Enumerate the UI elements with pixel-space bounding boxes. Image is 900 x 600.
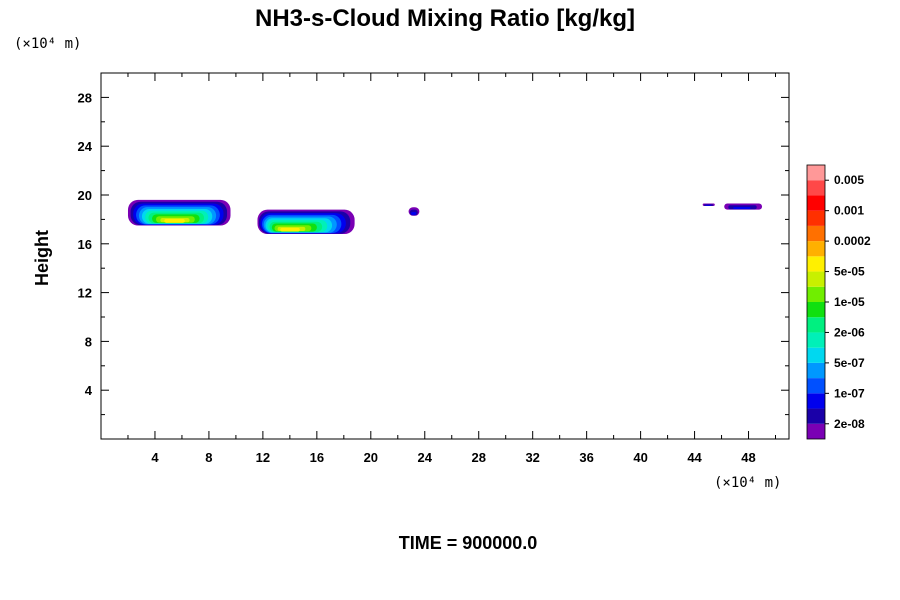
chart-title: NH3-s-Cloud Mixing Ratio [kg/kg] [255,5,635,32]
colorbar-swatch [807,332,825,348]
colorbar-label: 0.005 [834,173,864,187]
colorbar-label: 1e-05 [834,295,865,309]
y-tick-label: 28 [78,90,92,105]
time-label: TIME = 900000.0 [399,533,538,553]
colorbar-swatch [807,210,825,226]
y-axis: 4 8 12 16 20 24 28 [78,90,789,416]
colorbar-label: 1e-07 [834,386,865,400]
x-axis: 4 8 12 16 20 24 28 32 36 40 44 48 [127,73,777,465]
contour-band [164,218,185,223]
contour-band [705,204,712,206]
cloud-region [257,209,355,235]
cloud-region [702,203,715,206]
x-tick-label: 20 [364,450,378,465]
x-tick-label: 28 [471,450,485,465]
x-tick-label: 40 [633,450,647,465]
cloud-region [724,203,763,210]
contour-band [280,227,300,232]
colorbar-label: 5e-07 [834,356,865,370]
colorbar-label: 2e-06 [834,325,865,339]
colorbar-swatch [807,271,825,287]
cloud-region [408,207,420,216]
x-tick-label: 36 [579,450,593,465]
colorbar-swatch [807,362,825,379]
colorbar-swatch [807,302,825,318]
x-tick-label: 8 [205,450,212,465]
x-unit-label: (×10⁴ m) [714,475,781,491]
plot-frame [100,72,790,440]
x-tick-label: 32 [525,450,539,465]
colorbar-swatch [807,393,825,409]
contour-band [411,212,417,215]
y-tick-label: 8 [85,334,92,349]
colorbar-swatch [807,347,825,363]
plot-area [127,199,763,235]
colorbar-swatch [807,195,825,211]
x-tick-label: 12 [256,450,270,465]
y-tick-label: 4 [85,383,93,398]
colorbar-swatch [807,317,825,333]
colorbar-swatch [807,408,825,424]
x-tick-label: 16 [310,450,324,465]
colorbar-label: 5e-05 [834,265,865,279]
colorbar-label: 0.001 [834,204,864,218]
colorbar-swatch [807,225,825,242]
colorbar-swatch [807,423,825,439]
colorbar-swatch [807,241,825,257]
colorbar-swatch [807,378,825,394]
y-tick-label: 20 [78,188,92,203]
y-tick-label: 12 [78,286,92,301]
y-tick-label: 24 [78,139,93,154]
contour-band [733,206,751,210]
x-tick-label: 4 [151,450,159,465]
x-tick-label: 44 [687,450,702,465]
colorbar-swatch [807,256,825,272]
colorbar-swatch [807,286,825,302]
colorbar: 2e-08 1e-07 5e-07 2e-06 1e-05 5e-05 0.0002 0.00… [806,164,871,440]
y-tick-label: 16 [78,237,92,252]
x-tick-label: 48 [741,450,755,465]
x-tick-label: 24 [418,450,433,465]
colorbar-swatch [807,180,825,196]
colorbar-label: 2e-08 [834,417,865,431]
y-axis-label: Height [32,230,52,286]
y-unit-label: (×10⁴ m) [14,36,81,52]
cloud-region [127,199,231,226]
colorbar-swatch [807,165,825,181]
colorbar-label: 0.0002 [834,234,871,248]
